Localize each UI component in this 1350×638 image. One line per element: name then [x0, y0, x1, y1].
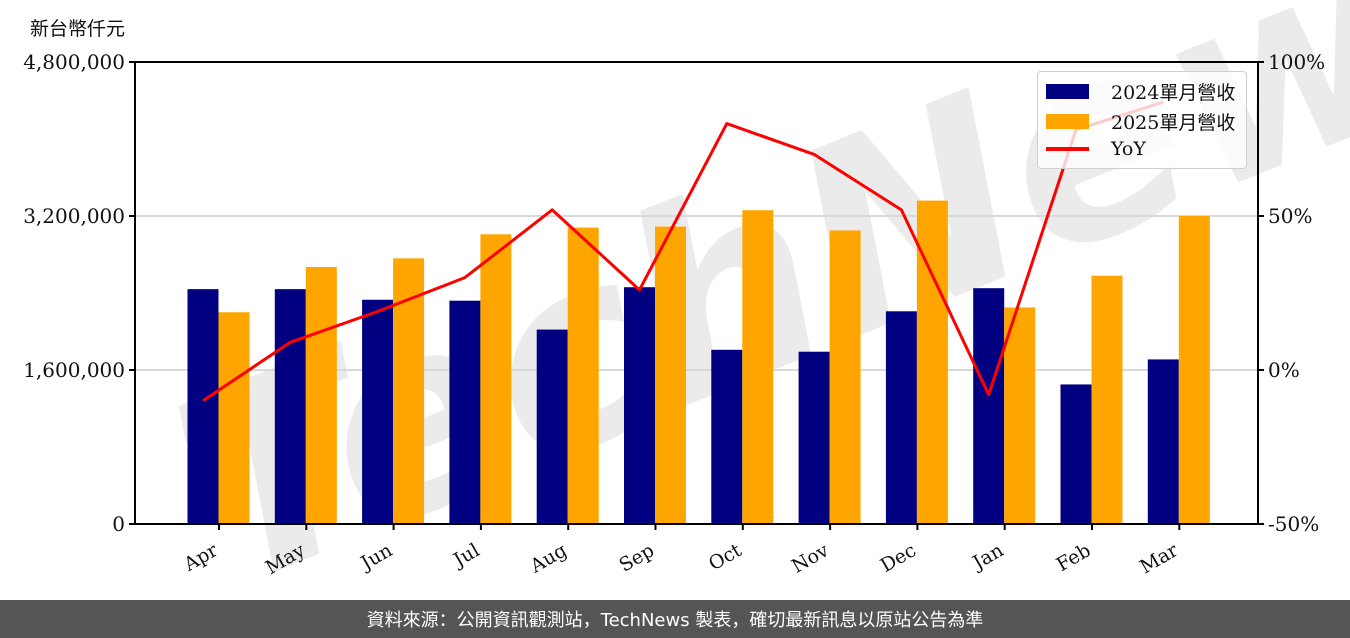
bar-2025 — [1004, 307, 1036, 524]
bar-2024 — [362, 299, 394, 524]
bar-2024 — [187, 289, 219, 524]
bar-2025 — [480, 234, 512, 524]
plot-frame — [134, 61, 1259, 525]
bar-2025 — [1091, 275, 1123, 524]
x-tick-label: Aug — [526, 539, 571, 578]
yoy-line — [202, 100, 1164, 403]
y-tick-label: 4,800,000 — [23, 50, 125, 74]
legend-item-2025: 2025單月營收 — [1046, 108, 1235, 135]
legend-label-yoy: YoY — [1111, 138, 1146, 160]
bar-2024 — [274, 289, 306, 524]
y2-tick-label: -50% — [1268, 512, 1319, 536]
legend-line-yoy — [1046, 147, 1089, 151]
bar-2025 — [1178, 216, 1210, 524]
y2-tick-label: 0% — [1268, 358, 1300, 382]
y-axis-unit-label: 新台幣仟元 — [30, 18, 126, 40]
x-tick-label: Mar — [1136, 539, 1182, 578]
bar-series — [187, 200, 1210, 525]
legend-item-yoy: YoY — [1046, 138, 1146, 160]
y2-tick-label: 50% — [1268, 204, 1312, 228]
bar-2024 — [798, 351, 830, 524]
source-footer: 資料來源：公開資訊觀測站，TechNews 製表，確切最新訊息以原站公告為準 — [0, 600, 1350, 638]
bar-2024 — [536, 329, 568, 524]
legend-swatch-2024 — [1046, 84, 1089, 99]
y-tick-label: 0 — [112, 512, 125, 536]
y2-tick-label: 100% — [1268, 50, 1325, 74]
bar-2024 — [1060, 384, 1092, 524]
legend-swatch-2025 — [1046, 114, 1089, 129]
legend-label-2025: 2025單月營收 — [1111, 112, 1236, 134]
x-tick-label: Dec — [877, 539, 920, 577]
bar-2024 — [973, 288, 1005, 524]
bar-2025 — [829, 230, 861, 524]
x-tick-label: Nov — [788, 539, 833, 578]
bar-2024 — [1147, 359, 1179, 524]
bar-2025 — [218, 312, 250, 524]
bar-2025 — [742, 210, 774, 524]
x-tick-label: Jan — [967, 539, 1007, 575]
y-tick-label: 3,200,000 — [23, 204, 125, 228]
bar-2024 — [711, 349, 743, 524]
legend: 2024單月營收 2025單月營收 YoY — [1037, 71, 1247, 169]
yoy-polyline — [202, 100, 1164, 403]
bar-2025 — [567, 227, 599, 525]
bar-2024 — [449, 300, 481, 524]
bar-2025 — [305, 267, 337, 524]
x-tick-label: Oct — [705, 539, 746, 575]
bar-2025 — [655, 226, 686, 524]
bar-2024 — [885, 311, 917, 524]
x-tick-label: Feb — [1053, 539, 1095, 576]
x-tick-label: Sep — [615, 539, 658, 576]
bar-2024 — [624, 287, 655, 524]
y-tick-label: 1,600,000 — [23, 358, 125, 382]
legend-item-2024: 2024單月營收 — [1046, 78, 1235, 105]
legend-label-2024: 2024單月營收 — [1111, 82, 1236, 104]
